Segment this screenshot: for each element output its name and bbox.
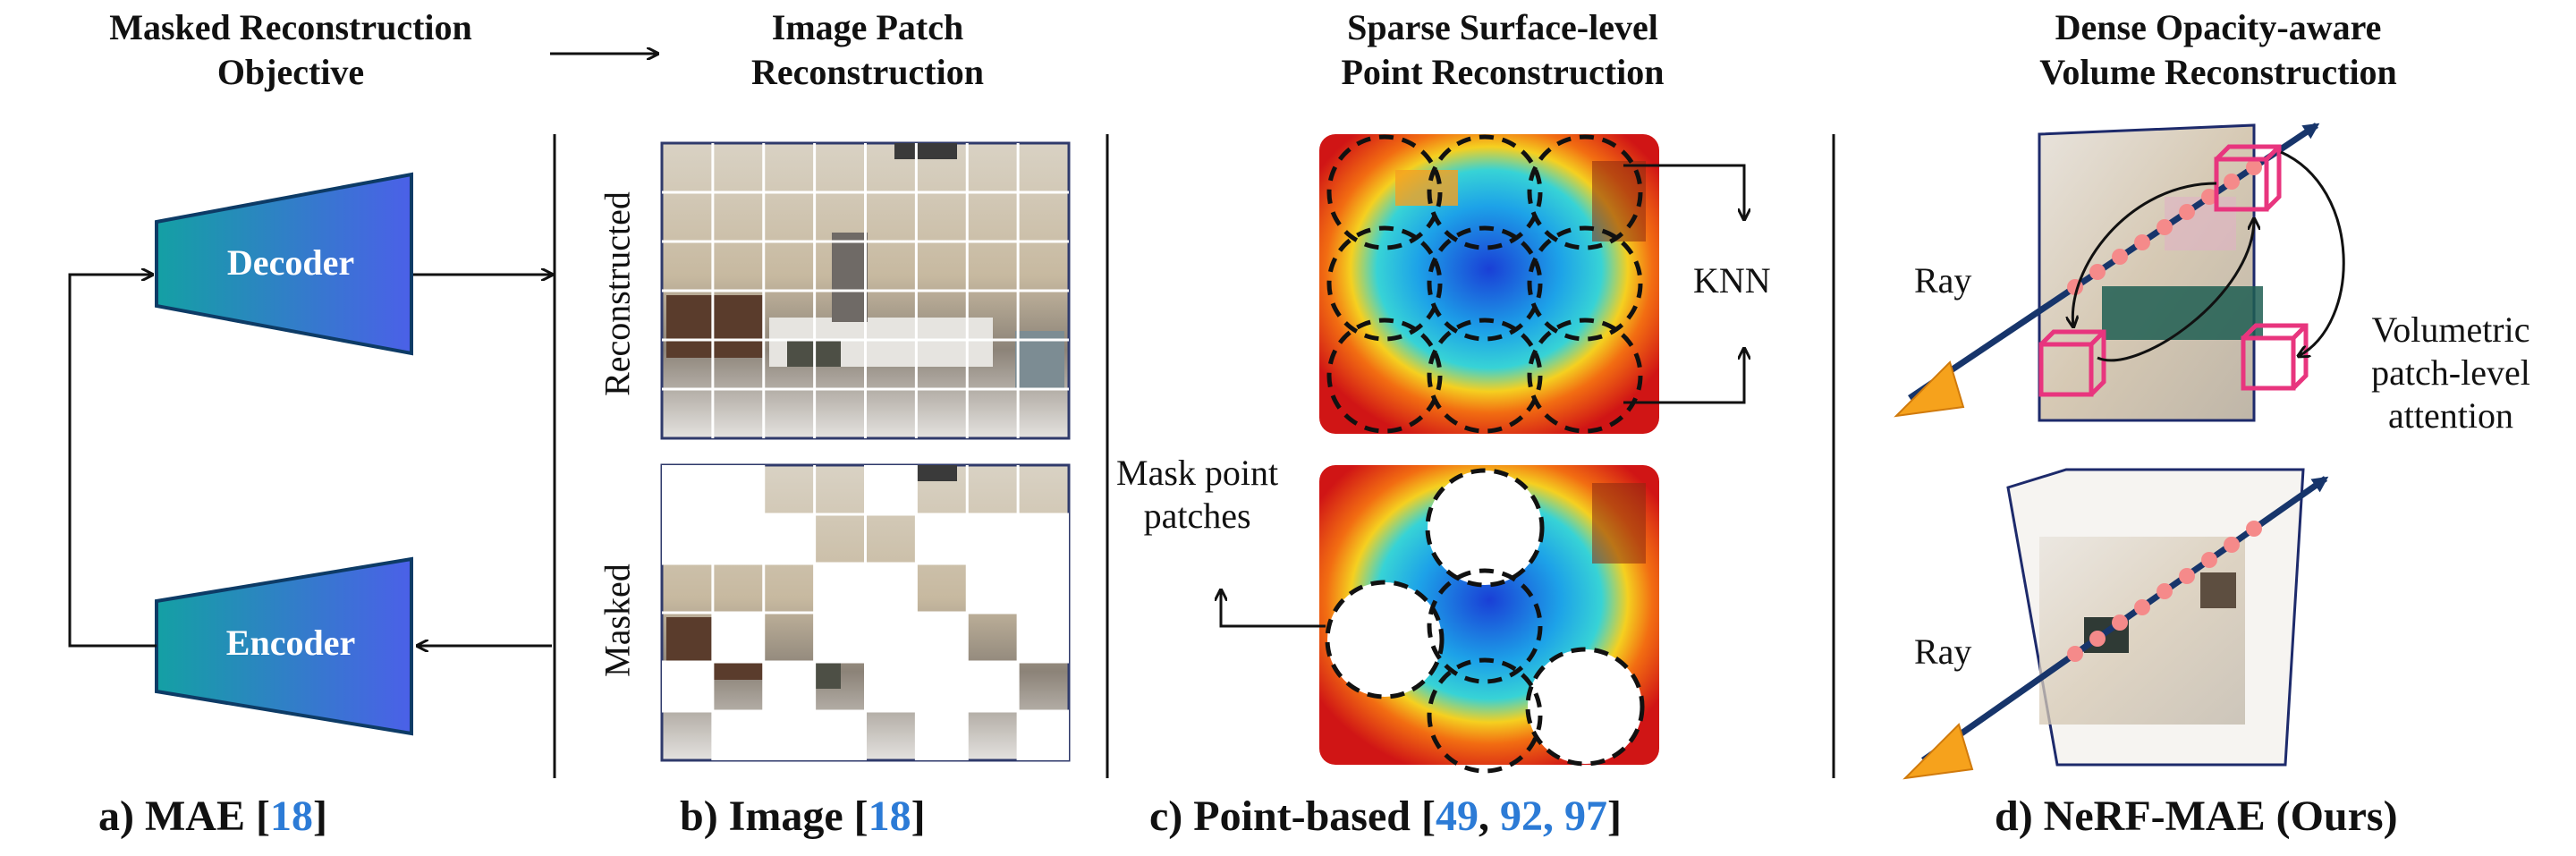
- header-mae: Masked Reconstruction Objective: [109, 7, 472, 92]
- panel-mae: [68, 54, 657, 736]
- header-point: Sparse Surface-level Point Reconstructio…: [1341, 7, 1665, 92]
- caption-d: d) NeRF-MAE (Ours): [1995, 792, 2398, 840]
- panel-nerf: [1894, 123, 2345, 780]
- citation-link[interactable]: 92, 97: [1499, 792, 1607, 840]
- mask-point-arrow: [1221, 590, 1326, 628]
- patch-grid: [662, 465, 1069, 760]
- decoder-label: Decoder: [226, 242, 355, 283]
- knn-circles-bottom: [1427, 568, 1543, 774]
- header-nerf: Dense Opacity-aware Volume Reconstructio…: [2039, 7, 2397, 92]
- encoder-block: [155, 556, 413, 736]
- attention-arc-1: [2072, 182, 2217, 326]
- masked-patches: [662, 465, 1069, 760]
- caption-c: c) Point-based [49, 92, 97]: [1149, 792, 1622, 840]
- mask-point-patches-label: Mask point patches: [1116, 453, 1279, 536]
- decoder-block: [155, 172, 413, 356]
- knn-label: KNN: [1693, 260, 1771, 301]
- reconstructed-label: Reconstructed: [597, 191, 638, 396]
- citation-link[interactable]: 49: [1435, 792, 1479, 840]
- reconstructed-image: [660, 141, 1071, 440]
- ray-samples-bottom: [2067, 521, 2262, 662]
- caption-a: a) MAE [18]: [98, 792, 327, 840]
- citation-link[interactable]: 18: [269, 792, 313, 840]
- ray-bottom-label: Ray: [1914, 631, 1972, 672]
- ray-samples-top: [2067, 159, 2262, 295]
- point-cloud-top: [1319, 134, 1659, 434]
- attention-label: Volumetric patch-level attention: [2371, 309, 2530, 436]
- attention-arc-3: [2280, 150, 2345, 356]
- cone-icon: [1894, 360, 1965, 418]
- attention-arc-2: [2097, 219, 2254, 362]
- citation-link[interactable]: 18: [868, 792, 911, 840]
- knn-circles-top: [1326, 134, 1643, 434]
- cone-icon: [1902, 723, 1974, 780]
- encoder-label: Encoder: [225, 623, 356, 663]
- nerf-volume-top: [2038, 123, 2263, 422]
- cube-icon: [2038, 144, 2309, 397]
- knn-arrow-top: [1623, 164, 1744, 219]
- knn-arrow-bottom: [1623, 349, 1744, 404]
- masked-image: [660, 463, 1071, 762]
- panel-point: [1221, 134, 1744, 774]
- patch-grid: [662, 143, 1069, 438]
- caption-b: b) Image [18]: [680, 792, 926, 840]
- panel-image: [660, 141, 1071, 762]
- encoder-to-decoder-arrow: [68, 275, 157, 648]
- masked-label: Masked: [597, 564, 638, 677]
- nerf-volume-bottom: [2006, 468, 2305, 767]
- ray-top-label: Ray: [1914, 260, 1972, 301]
- header-image: Image Patch Reconstruction: [751, 7, 984, 92]
- masked-point-patches: [1325, 468, 1645, 767]
